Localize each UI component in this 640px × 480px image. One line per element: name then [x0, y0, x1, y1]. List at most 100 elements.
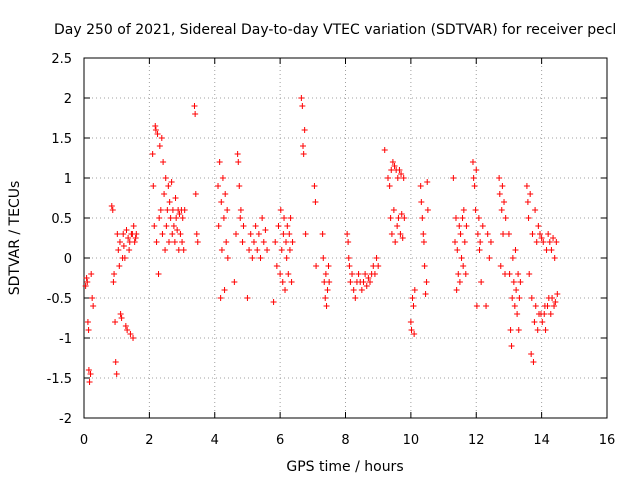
data-point: [325, 263, 332, 269]
data-point: [120, 243, 127, 249]
data-point: [322, 271, 329, 277]
x-tick-label: 8: [341, 433, 349, 448]
data-point: [384, 175, 391, 181]
data-point: [126, 247, 133, 253]
data-point: [222, 191, 229, 197]
data-point: [215, 223, 222, 229]
data-point: [454, 247, 461, 253]
data-point: [224, 255, 231, 261]
data-point: [548, 247, 555, 253]
data-point: [133, 231, 140, 237]
data-point: [461, 239, 468, 245]
data-point: [346, 263, 353, 269]
data-point: [381, 147, 388, 153]
data-point: [169, 207, 176, 213]
data-point: [218, 247, 225, 253]
data-point: [130, 223, 137, 229]
data-point: [424, 207, 431, 213]
data-point: [536, 231, 543, 237]
data-point: [362, 271, 369, 277]
data-point: [478, 279, 485, 285]
data-point: [110, 279, 117, 285]
data-point: [460, 263, 467, 269]
data-point: [345, 255, 352, 261]
data-point: [456, 279, 463, 285]
data-point: [396, 167, 403, 173]
data-point: [527, 191, 534, 197]
data-point: [509, 295, 516, 301]
data-point: [421, 263, 428, 269]
data-point: [247, 231, 254, 237]
data-point: [289, 239, 296, 245]
data-point: [237, 207, 244, 213]
data-point: [220, 215, 227, 221]
data-point: [525, 215, 532, 221]
data-point: [89, 295, 96, 301]
data-point: [88, 271, 95, 277]
data-point: [498, 207, 505, 213]
data-point: [453, 287, 460, 293]
data-point: [472, 207, 479, 213]
data-point: [397, 231, 404, 237]
data-point: [282, 287, 289, 293]
data-point: [452, 215, 459, 221]
data-point: [244, 295, 251, 301]
data-point: [553, 239, 560, 245]
data-point: [277, 271, 284, 277]
data-point: [496, 175, 503, 181]
data-point: [510, 279, 517, 285]
data-point: [400, 175, 407, 181]
y-tick-label: -1: [59, 332, 72, 347]
data-point: [452, 239, 459, 245]
data-point: [457, 231, 464, 237]
data-point: [108, 203, 115, 209]
data-point: [280, 231, 287, 237]
y-tick-label: 2.5: [51, 52, 72, 67]
data-point: [500, 231, 507, 237]
x-axis-label: GPS time / hours: [286, 459, 403, 475]
data-point: [545, 231, 552, 237]
data-point: [455, 271, 462, 277]
data-point: [554, 291, 561, 297]
data-point: [180, 247, 187, 253]
data-point: [287, 215, 294, 221]
data-point: [546, 239, 553, 245]
data-point: [219, 175, 226, 181]
data-point: [123, 227, 130, 233]
data-point: [363, 283, 370, 289]
data-point: [114, 231, 121, 237]
data-point: [473, 303, 480, 309]
data-point: [132, 235, 139, 241]
data-point: [278, 247, 285, 253]
x-tick-label: 16: [599, 433, 616, 448]
data-point: [514, 311, 521, 317]
data-point: [87, 371, 94, 377]
data-point: [149, 151, 156, 157]
data-point: [324, 287, 331, 293]
y-tick-label: 0.5: [51, 212, 72, 227]
data-point: [179, 239, 186, 245]
data-point: [255, 231, 262, 237]
y-tick-label: -2: [59, 412, 72, 427]
data-point: [542, 327, 549, 333]
data-point: [313, 263, 320, 269]
data-point: [84, 279, 91, 285]
data-point: [193, 231, 200, 237]
data-point: [166, 199, 173, 205]
data-point: [151, 223, 158, 229]
data-point: [216, 159, 223, 165]
data-point: [171, 239, 178, 245]
data-point: [409, 295, 416, 301]
data-point: [470, 175, 477, 181]
data-point: [131, 239, 138, 245]
data-point: [473, 167, 480, 173]
data-point: [159, 231, 166, 237]
data-point: [469, 159, 476, 165]
data-point: [531, 319, 538, 325]
data-point: [252, 223, 259, 229]
data-point: [124, 327, 131, 333]
data-point: [410, 303, 417, 309]
y-tick-label: 2: [64, 92, 72, 107]
data-point: [275, 223, 282, 229]
data-point: [165, 183, 172, 189]
